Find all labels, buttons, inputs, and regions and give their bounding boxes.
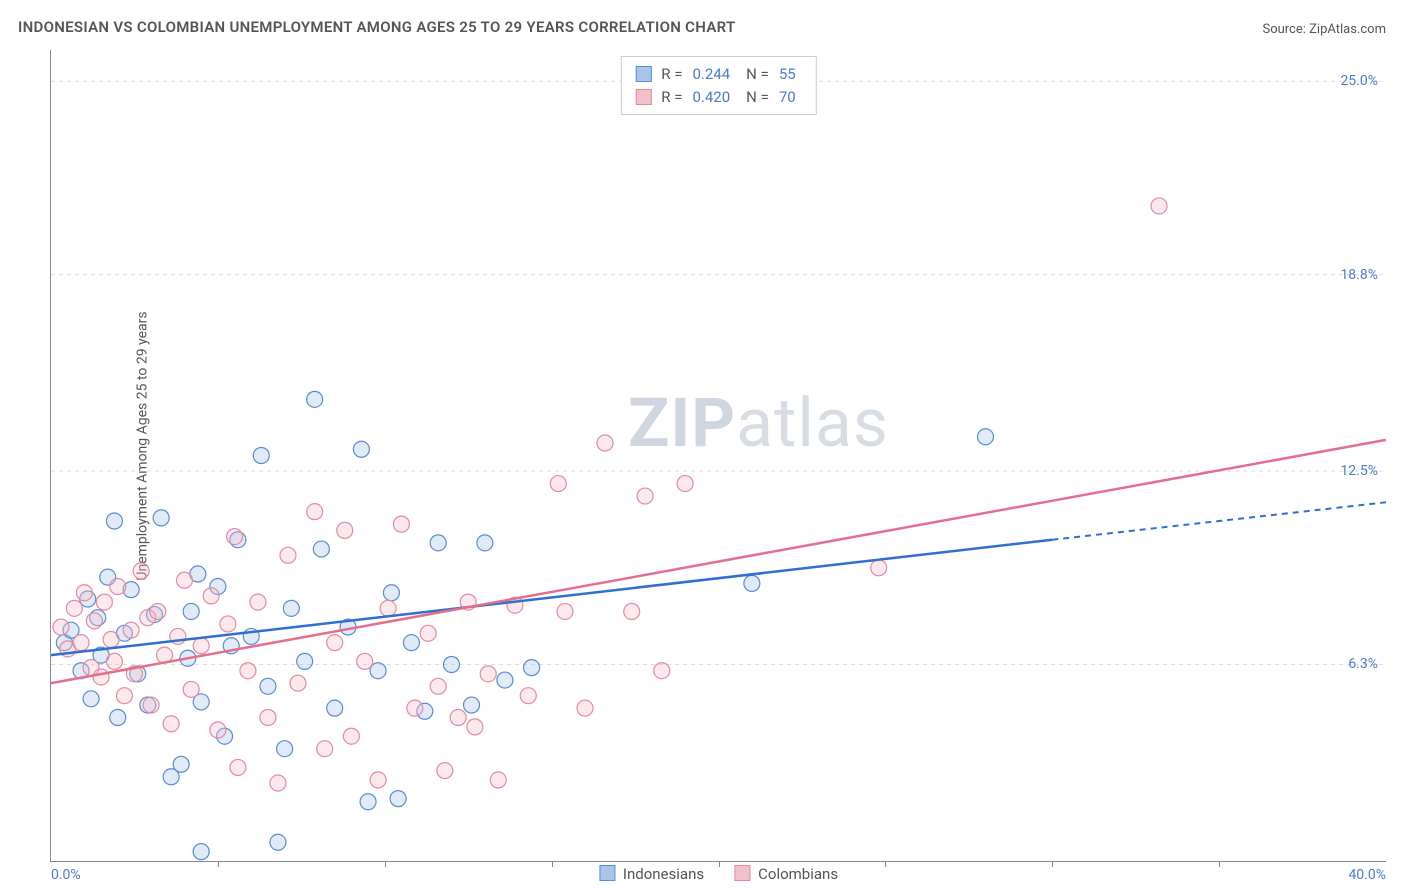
series-legend-label: Indonesians bbox=[623, 865, 704, 883]
legend-row: R = 0.420 N = 70 bbox=[635, 86, 801, 109]
chart-svg bbox=[51, 50, 1386, 861]
source-label: Source: ZipAtlas.com bbox=[1262, 22, 1386, 37]
legend-swatch-icon bbox=[734, 865, 750, 881]
chart-title: INDONESIAN VS COLOMBIAN UNEMPLOYMENT AMO… bbox=[18, 18, 736, 36]
legend-n-value: 70 bbox=[779, 86, 802, 109]
x-tick-mark bbox=[385, 861, 386, 867]
legend-r-label: R = bbox=[661, 86, 682, 109]
x-tick-mark bbox=[719, 861, 720, 867]
x-axis-max-label: 40.0% bbox=[1348, 867, 1386, 883]
y-tick-label: 6.3% bbox=[1348, 656, 1378, 672]
y-tick-label: 25.0% bbox=[1340, 73, 1378, 89]
legend-swatch-icon bbox=[599, 865, 615, 881]
legend-swatch-icon bbox=[635, 66, 651, 82]
legend-r-label: R = bbox=[661, 63, 682, 86]
chart-area: ZIPatlas R =0.244N =55R =0.420N =70 0.0%… bbox=[50, 50, 1386, 862]
x-tick-mark bbox=[218, 861, 219, 867]
x-tick-mark bbox=[1219, 861, 1220, 867]
legend-r-value: 0.420 bbox=[692, 86, 736, 109]
series-legend: Indonesians Colombians bbox=[599, 865, 838, 883]
legend-n-label: N = bbox=[746, 86, 769, 109]
series-legend-item: Colombians bbox=[734, 865, 838, 883]
source-link[interactable]: ZipAtlas.com bbox=[1309, 22, 1386, 37]
legend-r-value: 0.244 bbox=[692, 63, 736, 86]
x-tick-mark bbox=[1052, 861, 1053, 867]
source-prefix: Source: bbox=[1262, 22, 1309, 37]
legend-n-label: N = bbox=[746, 63, 769, 86]
legend-swatch-icon bbox=[635, 89, 651, 105]
x-tick-mark bbox=[885, 861, 886, 867]
legend-row: R = 0.244 N = 55 bbox=[635, 63, 801, 86]
y-tick-label: 12.5% bbox=[1340, 463, 1378, 479]
x-tick-mark bbox=[552, 861, 553, 867]
series-legend-label: Colombians bbox=[758, 865, 838, 883]
x-axis-min-label: 0.0% bbox=[51, 867, 81, 883]
legend-n-value: 55 bbox=[779, 63, 802, 86]
y-tick-label: 18.8% bbox=[1340, 267, 1378, 283]
correlation-legend: R = 0.244 N = 55 R = 0.420 N = 70 bbox=[620, 56, 816, 115]
series-legend-item: Indonesians bbox=[599, 865, 704, 883]
